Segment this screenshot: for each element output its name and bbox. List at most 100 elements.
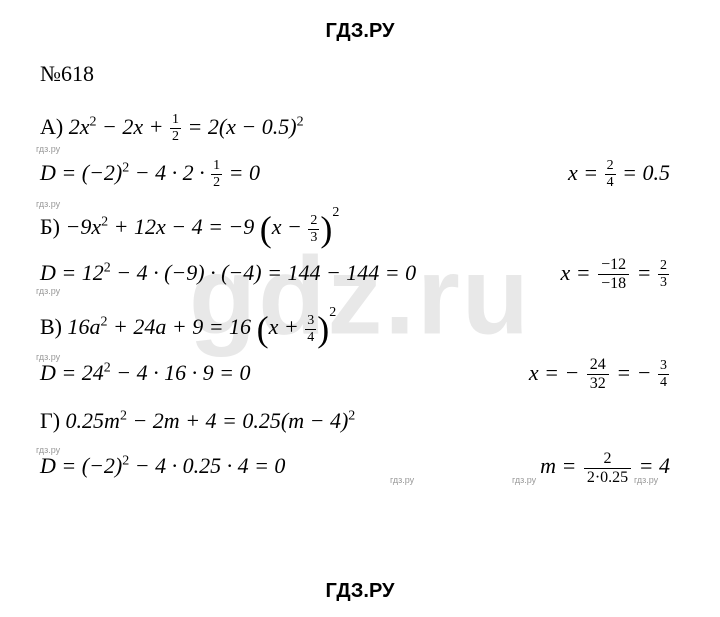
solution: x = − 2432 = − 34 [529, 353, 670, 393]
numerator: 2 [584, 451, 631, 469]
exponent: 2 [332, 205, 339, 220]
numerator: 1 [170, 113, 181, 129]
eq-part: 16 [62, 314, 90, 339]
var: x [133, 114, 143, 139]
numerator: 2 [308, 214, 319, 230]
numerator: 1 [211, 159, 222, 175]
eq-part: 0.25 [60, 408, 104, 433]
exponent: 2 [297, 115, 304, 130]
site-header: ГДЗ.РУ [40, 20, 680, 43]
discriminant-row: D = (−2)2 − 4 · 2 · 12 = 0 x = 24 = 0.5 [40, 153, 680, 193]
problem-b: Б) −9x2 + 12x − 4 = −9 (x − 23)2 гдз.ру … [40, 200, 680, 292]
fraction: 23 [308, 214, 319, 245]
discriminant-row: D = (−2)2 − 4 · 0.25 · 4 = 0 гдз.ру гдз.… [40, 446, 680, 486]
label: Г) [40, 408, 60, 433]
denominator: 2 [170, 129, 181, 144]
equation-row: В) 16a2 + 24a + 9 = 16 (x + 34)2 [40, 300, 680, 347]
exponent: 2 [120, 408, 127, 423]
eq-part: − 0.5) [236, 114, 297, 139]
eq-part: − 4 · 16 · 9 = 0 [111, 360, 251, 385]
eq-part: = [570, 260, 596, 285]
equation-row: А) 2x2 − 2x + 12 = 2(x − 0.5)2 гдз.ру [40, 107, 680, 147]
label: В) [40, 314, 62, 339]
fraction: 34 [305, 314, 316, 345]
denominator: 4 [305, 330, 316, 345]
eq-part: − 4) [304, 408, 348, 433]
sol-var: x [529, 360, 539, 385]
fraction: 24 [605, 159, 616, 190]
solution: x = 24 = 0.5 [568, 153, 670, 193]
eq-part: = 0 [223, 160, 260, 185]
document-content: ГДЗ.РУ №618 А) 2x2 − 2x + 12 = 2(x − 0.5… [40, 20, 680, 486]
solution: m = 22·0.25 = 4 [540, 446, 670, 486]
exercise-number: №618 [40, 61, 680, 87]
disc-var: D [40, 453, 56, 478]
denominator: 2 [211, 175, 222, 190]
denominator: 2·0.25 [584, 469, 631, 486]
eq-part: + [278, 314, 304, 339]
denominator: 4 [658, 375, 669, 390]
var: x [272, 214, 282, 239]
eq-part: = (−2) [56, 160, 122, 185]
numerator: −12 [598, 257, 629, 275]
eq-part: + 4 = 0.25( [180, 408, 289, 433]
label: Б) [40, 214, 60, 239]
fraction: 23 [658, 259, 669, 290]
eq-part: + [143, 114, 169, 139]
label: А) [40, 114, 63, 139]
numerator: 2 [658, 259, 669, 275]
eq-part: − 2 [127, 408, 164, 433]
watermark-small: гдз.ру [36, 283, 60, 299]
fraction: 12 [211, 159, 222, 190]
fraction: 12 [170, 113, 181, 144]
sol-var: x [568, 160, 578, 185]
problem-d: Г) 0.25m2 − 2m + 4 = 0.25(m − 4)2 D = (−… [40, 401, 680, 486]
eq-part: −9 [60, 214, 91, 239]
denominator: 32 [587, 375, 609, 392]
eq-part: − 2 [96, 114, 133, 139]
var: a [155, 314, 166, 339]
eq-part: 2 [69, 114, 80, 139]
watermark-small: гдз.ру [36, 196, 60, 212]
fraction: 34 [658, 359, 669, 390]
denominator: 3 [308, 230, 319, 245]
eq-part: = [578, 160, 604, 185]
watermark-small: гдз.ру [512, 472, 536, 488]
equation-row: Б) −9x2 + 12x − 4 = −9 (x − 23)2 гдз.ру [40, 200, 680, 247]
eq-part: + 9 = 16 [166, 314, 256, 339]
sol-var: x [560, 260, 570, 285]
exponent: 2 [329, 305, 336, 320]
exponent: 2 [104, 260, 111, 275]
eq-part: − 4 · 2 · [129, 160, 210, 185]
var: m [164, 408, 180, 433]
eq-part: − 4 · 0.25 · 4 = 0 [129, 453, 285, 478]
eq-part: = 2( [182, 114, 226, 139]
site-footer: ГДЗ.РУ [0, 580, 720, 603]
exponent: 2 [348, 408, 355, 423]
equation-row: Г) 0.25m2 − 2m + 4 = 0.25(m − 4)2 [40, 401, 680, 441]
numerator: 3 [305, 314, 316, 330]
var: x [269, 314, 279, 339]
denominator: 3 [658, 275, 669, 290]
exponent: 2 [104, 361, 111, 376]
fraction: 22·0.25 [584, 451, 631, 486]
eq-part: = [631, 260, 657, 285]
problem-c: В) 16a2 + 24a + 9 = 16 (x + 34)2 D = 242… [40, 300, 680, 392]
var: x [226, 114, 236, 139]
exponent: 2 [101, 315, 108, 330]
solution: x = −12−18 = 23 [560, 253, 670, 293]
eq-part: = 4 [633, 453, 670, 478]
var: m [104, 408, 120, 433]
eq-part: + 12 [108, 214, 156, 239]
disc-var: D [40, 360, 56, 385]
denominator: −18 [598, 275, 629, 292]
paren-close: ) [317, 309, 329, 349]
fraction: 2432 [587, 357, 609, 392]
eq-part: = − [539, 360, 585, 385]
var: m [288, 408, 304, 433]
fraction: −12−18 [598, 257, 629, 292]
numerator: 24 [587, 357, 609, 375]
eq-part: − 4 = −9 [166, 214, 260, 239]
var: a [90, 314, 101, 339]
sol-var: m [540, 453, 556, 478]
